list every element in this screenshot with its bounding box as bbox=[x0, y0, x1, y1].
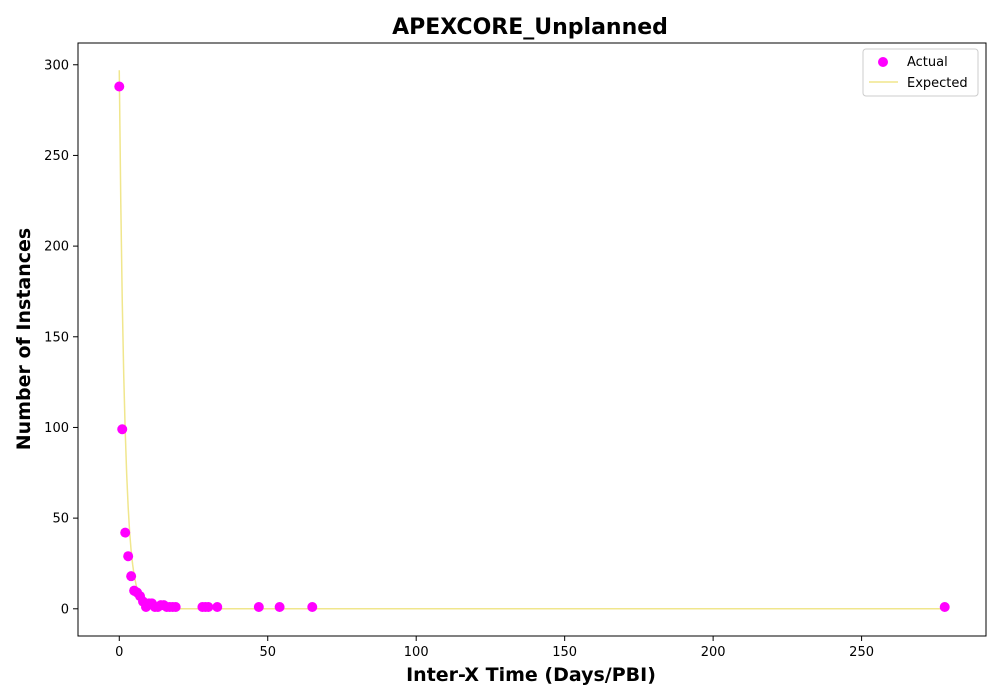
legend: Actual Expected bbox=[862, 48, 979, 97]
y-tick-label: 100 bbox=[44, 421, 69, 436]
y-axis-label: Number of Instances bbox=[13, 228, 35, 450]
legend-marker-actual bbox=[878, 57, 888, 67]
y-tick-label: 0 bbox=[61, 602, 69, 617]
y-axis-ticks: 0 50 100 150 200 250 300 bbox=[44, 58, 78, 617]
actual-point bbox=[120, 527, 131, 538]
y-tick-label: 50 bbox=[52, 512, 69, 527]
x-tick-label: 0 bbox=[115, 645, 123, 660]
actual-point bbox=[274, 601, 285, 612]
y-tick-label: 150 bbox=[44, 330, 69, 345]
legend-frame bbox=[862, 48, 979, 97]
expected-line bbox=[118, 70, 945, 610]
actual-point bbox=[114, 81, 125, 92]
x-axis-label: Inter-X Time (Days/PBI) bbox=[406, 664, 656, 686]
x-tick-label: 250 bbox=[849, 645, 874, 660]
actual-point bbox=[253, 601, 264, 612]
x-axis-ticks: 0 50 100 150 200 250 bbox=[115, 636, 874, 660]
series-layer bbox=[114, 70, 950, 612]
x-tick-label: 50 bbox=[259, 645, 276, 660]
x-tick-label: 100 bbox=[404, 645, 429, 660]
x-tick-label: 150 bbox=[552, 645, 577, 660]
actual-point bbox=[170, 601, 181, 612]
y-tick-label: 250 bbox=[44, 149, 69, 164]
actual-point bbox=[123, 551, 134, 562]
actual-point bbox=[212, 601, 223, 612]
actual-point bbox=[939, 601, 950, 612]
y-tick-label: 200 bbox=[44, 240, 69, 255]
actual-point bbox=[203, 601, 214, 612]
plot-area bbox=[77, 42, 987, 637]
chart-title: APEXCORE_Unplanned bbox=[392, 15, 668, 40]
actual-point bbox=[126, 571, 137, 582]
y-tick-label: 300 bbox=[44, 58, 69, 73]
actual-point bbox=[117, 424, 128, 435]
actual-point bbox=[307, 601, 318, 612]
legend-label-expected: Expected bbox=[907, 76, 968, 91]
x-tick-label: 200 bbox=[701, 645, 726, 660]
legend-label-actual: Actual bbox=[907, 55, 948, 70]
